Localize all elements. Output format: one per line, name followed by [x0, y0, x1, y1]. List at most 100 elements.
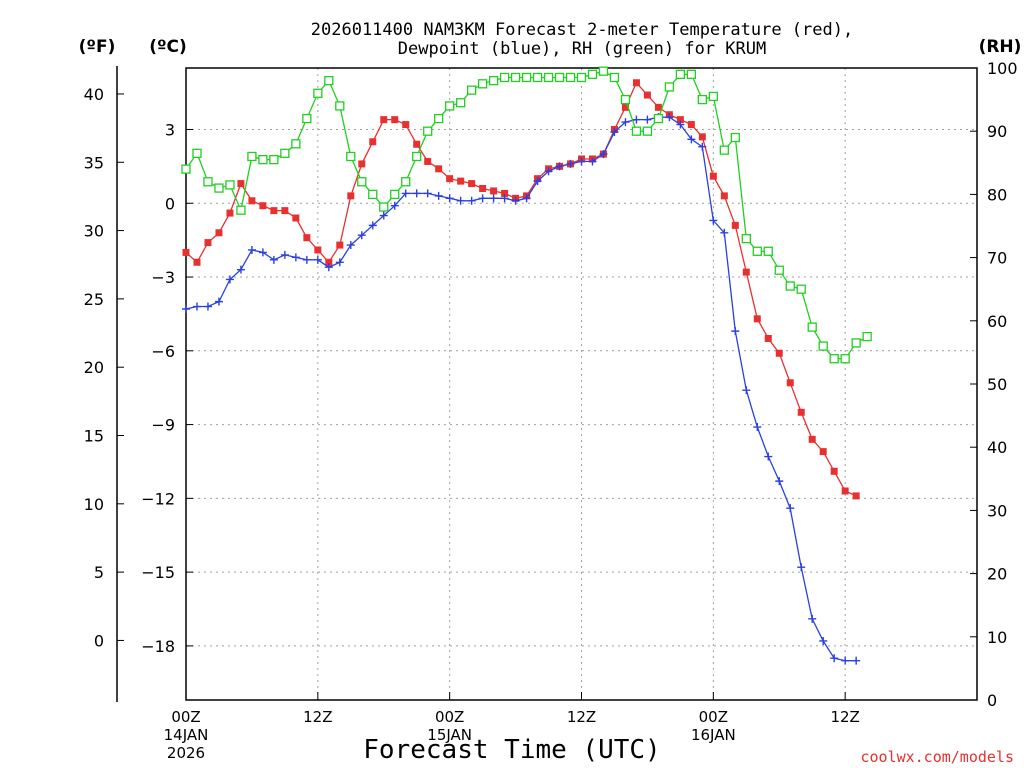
x-tick-date: 14JAN — [164, 726, 209, 744]
dewpoint-point — [764, 452, 773, 461]
rh-point — [774, 265, 784, 275]
rh-point — [291, 139, 301, 149]
rh-point — [302, 113, 312, 124]
temperature-point — [336, 241, 344, 249]
temperature-point — [775, 349, 783, 357]
dewpoint-point — [302, 255, 311, 264]
dewpoint-point — [489, 194, 498, 203]
temperature-point — [270, 207, 278, 215]
temperature-point — [226, 209, 234, 217]
rh-tick-label: 50 — [987, 375, 1007, 394]
fahrenheit-tick-label: 25 — [84, 290, 104, 309]
dewpoint-point — [632, 115, 641, 124]
temperature-point — [643, 91, 651, 99]
rh-point — [741, 233, 751, 244]
dewpoint-point — [775, 477, 784, 486]
rh-tick-label: 100 — [987, 59, 1018, 78]
x-tick-year: 2026 — [167, 744, 205, 762]
temperature-point — [753, 315, 761, 323]
rh-tick-label: 80 — [987, 185, 1007, 204]
dewpoint-point — [500, 194, 509, 203]
x-tick-label: 12Z — [303, 708, 332, 726]
rh-point — [236, 205, 246, 215]
dewpoint-point — [566, 159, 575, 168]
rh-point — [796, 284, 806, 294]
dewpoint-point — [478, 194, 487, 203]
celsius-tick-label: −3 — [151, 268, 175, 287]
celsius-unit-label: (ºC) — [149, 37, 187, 57]
rh-point — [181, 164, 191, 174]
dewpoint-point — [610, 127, 619, 136]
rh-point — [609, 72, 620, 83]
dewpoint-point — [797, 563, 806, 572]
dewpoint-point — [203, 302, 212, 311]
rh-point — [477, 79, 488, 89]
fahrenheit-tick-label: 10 — [84, 495, 104, 514]
dewpoint-point — [247, 245, 256, 254]
dewpoint-point — [390, 201, 399, 210]
rh-point — [203, 177, 213, 187]
dewpoint-point — [269, 255, 278, 264]
temperature-point — [501, 189, 509, 197]
temperature-point — [797, 408, 805, 416]
rh-point — [434, 113, 444, 124]
temperature-point — [764, 335, 772, 343]
temperature-point — [819, 448, 827, 456]
temperature-point — [841, 487, 849, 495]
temperature-point — [731, 221, 739, 229]
rh-point — [456, 98, 466, 108]
dewpoint-point — [720, 228, 729, 237]
rh-point — [346, 151, 356, 162]
temperature-point — [654, 103, 662, 111]
temperature-point — [314, 246, 322, 254]
celsius-tick-label: −9 — [151, 416, 175, 435]
rh-point — [730, 132, 740, 143]
rh-point — [412, 151, 422, 162]
temperature-point — [786, 379, 794, 387]
credit-text: coolwx.com/models — [860, 748, 1014, 766]
rh-tick-label: 0 — [987, 691, 997, 710]
rh-point — [445, 101, 455, 111]
celsius-tick-label: −6 — [151, 342, 175, 361]
rh-point — [697, 94, 707, 105]
temperature-point — [424, 157, 432, 165]
x-tick-label: 12Z — [567, 708, 596, 726]
rh-point — [686, 69, 697, 79]
temperature-point — [698, 133, 706, 141]
x-tick-date: 15JAN — [427, 726, 472, 744]
celsius-tick-label: −18 — [141, 637, 175, 656]
temperature-point — [490, 187, 498, 195]
temperature-point — [468, 180, 476, 188]
fahrenheit-tick-label: 40 — [84, 85, 104, 104]
dewpoint-line — [185, 116, 857, 662]
rh-point — [763, 246, 773, 256]
rh-point — [554, 72, 565, 83]
rh-point — [587, 69, 598, 79]
temperature-point — [204, 239, 212, 247]
dewpoint-point — [621, 118, 630, 127]
rh-point — [631, 126, 642, 136]
fahrenheit-tick-label: 30 — [84, 222, 104, 241]
dewpoint-point — [742, 386, 751, 395]
rh-tick-label: 90 — [987, 122, 1007, 141]
rh-point — [664, 82, 675, 92]
rh-line — [185, 70, 868, 360]
rh-point — [368, 189, 378, 200]
rh-point — [357, 177, 367, 187]
rh-point — [510, 72, 521, 83]
celsius-tick-label: −12 — [141, 489, 175, 508]
temperature-point — [369, 138, 377, 146]
temperature-point — [621, 103, 629, 111]
rh-point — [719, 145, 729, 155]
temperature-point — [413, 140, 421, 148]
dewpoint-point — [698, 142, 707, 151]
rh-point — [324, 75, 334, 86]
fahrenheit-tick-label: 20 — [84, 358, 104, 377]
rh-point — [543, 72, 554, 83]
dewpoint-point — [467, 196, 476, 205]
temperature-point — [457, 177, 465, 185]
rh-point — [214, 183, 224, 193]
rh-point — [532, 72, 543, 83]
temperature-point — [709, 172, 717, 180]
dewpoint-point — [236, 265, 245, 274]
